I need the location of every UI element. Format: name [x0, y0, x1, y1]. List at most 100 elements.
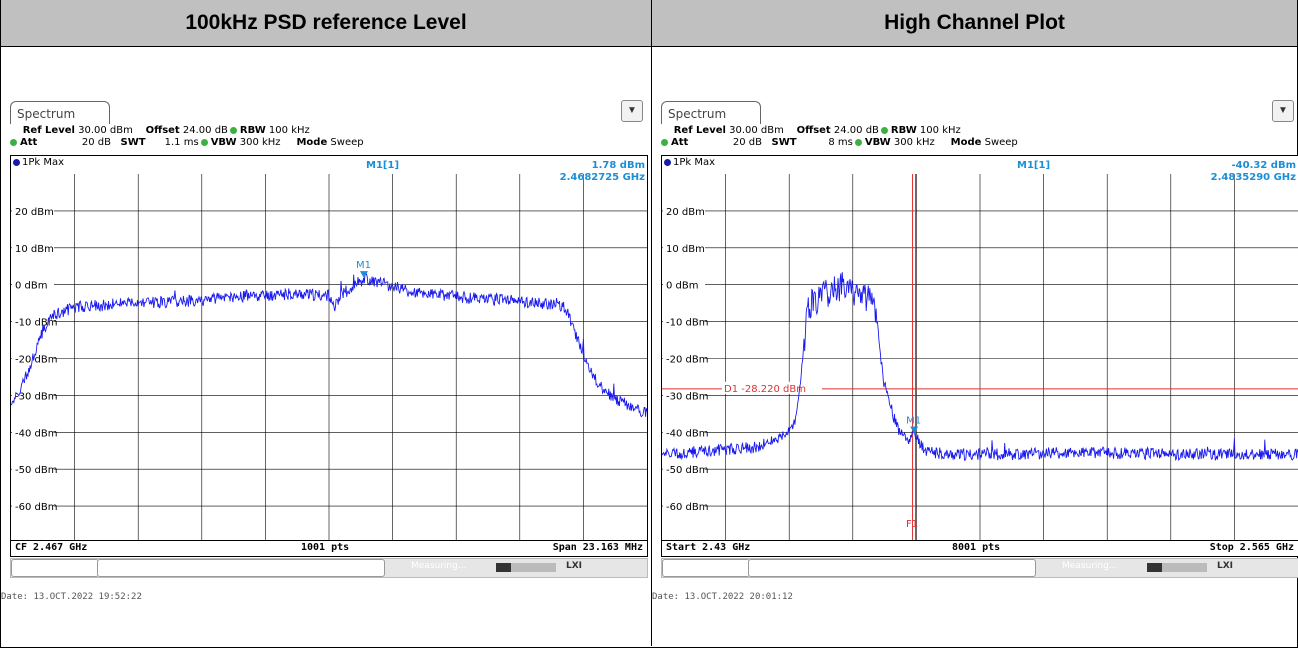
- footer-right: Span 23.163 MHz: [552, 542, 643, 553]
- rbw-label: RBW: [890, 125, 917, 136]
- tick-label-background: [12, 426, 54, 438]
- status-field-2[interactable]: [748, 559, 1036, 577]
- trace-label: 1Pk Max: [13, 157, 64, 168]
- marker-m1-icon: [910, 426, 919, 434]
- spectrum-tab[interactable]: Spectrum: [661, 101, 761, 124]
- tick-label-background: [663, 500, 705, 512]
- y-tick-label: -20 dBm: [15, 355, 57, 366]
- ref-level-value: 30.00 dBm: [78, 125, 133, 136]
- rbw-value: 100 kHz: [268, 125, 310, 136]
- offset-value: 24.00 dB: [833, 125, 879, 136]
- spectrum-panel-right: Spectrum ▼ Ref Level 30.00 dBm Offset 24…: [652, 47, 1298, 646]
- y-tick-label: -40 dBm: [15, 428, 57, 439]
- lxi-icon: LXI: [566, 561, 583, 571]
- tick-label-background: [12, 204, 54, 216]
- y-tick-label: 0 dBm: [15, 281, 48, 292]
- y-tick-label: 0 dBm: [666, 281, 699, 292]
- settings-row-2: Att 20 dB SWT 1.1 ms VBW 300 kHz Mode Swe…: [10, 137, 364, 148]
- offset-label: Offset: [145, 125, 180, 136]
- marker-readout-value: -40.32 dBm: [1232, 160, 1296, 171]
- status-text: Measuring...: [1062, 561, 1118, 571]
- status-field-2[interactable]: [97, 559, 385, 577]
- date-stamp: Date: 13.OCT.2022 19:52:22: [1, 592, 142, 602]
- y-tick-label: -40 dBm: [666, 428, 708, 439]
- spectrum-trace: [661, 272, 1298, 462]
- tick-label-background: [663, 426, 705, 438]
- trace-label-text: 1Pk Max: [673, 157, 716, 168]
- att-label: Att: [671, 137, 689, 148]
- footer-right: Stop 2.565 GHz: [1209, 542, 1294, 553]
- tick-label-background: [663, 241, 705, 253]
- right-header: High Channel Plot: [652, 0, 1297, 47]
- date-stamp: Date: 13.OCT.2022 20:01:12: [652, 592, 793, 602]
- y-tick-label: -60 dBm: [666, 502, 708, 513]
- vbw-label: VBW: [210, 137, 237, 148]
- y-tick-label: -10 dBm: [666, 318, 708, 329]
- y-tick-label: 20 dBm: [15, 207, 54, 218]
- status-led-icon: [200, 138, 208, 146]
- y-tick-label: -30 dBm: [666, 391, 708, 402]
- status-field-1[interactable]: [11, 559, 99, 577]
- trace-label: 1Pk Max: [664, 157, 715, 168]
- settings-row-1: Ref Level 30.00 dBm Offset 24.00 dB RBW 1…: [10, 125, 310, 136]
- tick-label-background: [12, 463, 54, 475]
- trace-indicator-icon: [13, 158, 20, 166]
- settings-menu-icon[interactable]: ▼: [621, 100, 643, 122]
- trace-label-text: 1Pk Max: [22, 157, 65, 168]
- left-header: 100kHz PSD reference Level: [1, 0, 651, 47]
- tick-label-background: [12, 241, 54, 253]
- tick-label-background: [663, 352, 705, 364]
- ref-level-label: Ref Level: [673, 125, 726, 136]
- ref-level-value: 30.00 dBm: [729, 125, 784, 136]
- status-led-icon: [229, 126, 237, 134]
- marker-readout-value: 1.78 dBm: [592, 160, 645, 171]
- y-tick-label: 20 dBm: [666, 207, 705, 218]
- mode-label: Mode: [950, 137, 982, 148]
- settings-row-2: Att 20 dB SWT 8 ms VBW 300 kHz Mode Sweep: [661, 137, 1018, 148]
- offset-value: 24.00 dB: [182, 125, 228, 136]
- tick-label-background: [663, 278, 705, 290]
- y-tick-label: -60 dBm: [15, 502, 57, 513]
- status-text: Measuring...: [411, 561, 467, 571]
- mode-label: Mode: [296, 137, 328, 148]
- tick-label-background: [12, 315, 54, 327]
- marker-readout-frequency: 2.4835290 GHz: [1211, 172, 1297, 183]
- swt-value: 1.1 ms: [164, 137, 199, 148]
- spectrum-panel-left: Spectrum ▼ Ref Level 30.00 dBm Offset 24…: [1, 47, 649, 646]
- status-led-icon: [880, 126, 888, 134]
- settings-menu-icon[interactable]: ▼: [1272, 100, 1294, 122]
- rbw-value: 100 kHz: [919, 125, 961, 136]
- y-tick-label: 10 dBm: [15, 244, 54, 255]
- y-tick-label: -10 dBm: [15, 318, 57, 329]
- tick-label-background: [12, 278, 54, 290]
- spectrum-chart-svg: 20 dBm 10 dBm 0 dBm -10 dBm -20 dBm -30 dBm -4…: [661, 160, 1298, 543]
- tick-label-background: [663, 389, 705, 401]
- spectrum-tab[interactable]: Spectrum: [10, 101, 110, 124]
- marker-m1-label: M1: [906, 415, 921, 426]
- status-field-1[interactable]: [662, 559, 750, 577]
- y-tick-label: -30 dBm: [15, 391, 57, 402]
- tick-label-background: [12, 500, 54, 512]
- marker-readout-label: M1[1]: [366, 160, 399, 171]
- mode-value: Sweep: [984, 137, 1018, 148]
- plot-footer: Start 2.43 GHz 8001 pts Stop 2.565 GHz: [661, 540, 1298, 557]
- y-tick-label: -50 dBm: [666, 465, 708, 476]
- att-value: 20 dB: [81, 137, 111, 148]
- y-tick-label: 10 dBm: [666, 244, 705, 255]
- swt-value: 8 ms: [828, 137, 853, 148]
- ref-level-label: Ref Level: [22, 125, 75, 136]
- status-led-icon: [10, 138, 17, 146]
- status-led-icon: [854, 138, 862, 146]
- footer-points: 1001 pts: [301, 542, 350, 553]
- footer-left: CF 2.467 GHz: [15, 542, 88, 553]
- spectrum-trace: [10, 272, 648, 418]
- y-tick-label: -20 dBm: [666, 355, 708, 366]
- mode-value: Sweep: [330, 137, 364, 148]
- offset-label: Offset: [796, 125, 831, 136]
- freq-line-label: F1: [906, 519, 918, 530]
- att-value: 20 dB: [732, 137, 762, 148]
- status-bar: Measuring... LXI: [10, 558, 648, 578]
- column-divider: [651, 0, 652, 646]
- marker-m1-label: M1: [356, 260, 371, 271]
- settings-row-1: Ref Level 30.00 dBm Offset 24.00 dB RBW 1…: [661, 125, 961, 136]
